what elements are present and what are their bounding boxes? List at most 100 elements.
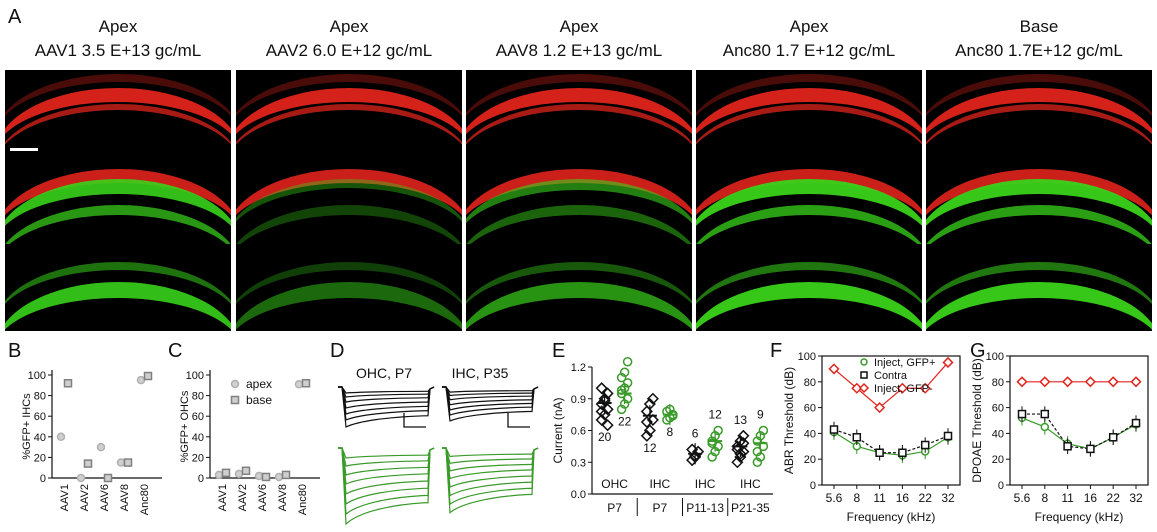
trace	[442, 447, 539, 472]
data-point	[116, 458, 126, 467]
n-label: 22	[618, 414, 632, 428]
column-subtitle: AAV1 3.5 E+13 gc/mL	[34, 41, 202, 60]
x-tick-label: 32	[1129, 491, 1143, 505]
trace	[338, 447, 435, 526]
x-tick-label: AAV6	[99, 484, 111, 511]
age-label: P21-35	[731, 501, 770, 515]
data-point	[898, 448, 907, 457]
micrograph-row-1	[5, 70, 231, 157]
y-tick-label: 0.0	[571, 489, 586, 501]
y-axis-label: DPOAE Threshold (dB)	[970, 358, 984, 483]
y-tick-label: 20	[34, 452, 46, 464]
n-label: 6	[692, 427, 699, 441]
column-title: Apex	[559, 17, 599, 36]
y-axis-label: ABR Threshold (dB)	[782, 367, 796, 474]
n-label: 9	[757, 408, 764, 422]
trace	[338, 447, 435, 476]
x-tick-label: 16	[896, 491, 910, 505]
micrograph-row-1	[926, 70, 1152, 157]
data-point	[595, 382, 608, 395]
panel-letter-b: B	[8, 340, 22, 362]
x-tick-label: AAV2	[79, 484, 91, 511]
data-point	[294, 380, 304, 389]
micrograph-row-2	[5, 157, 231, 244]
ihc-green-traces	[442, 447, 539, 514]
panel-letter-e: E	[552, 340, 566, 362]
data-point	[622, 394, 633, 404]
data-point	[734, 447, 747, 460]
y-tick-label: 1.2	[571, 362, 586, 374]
panel-letter-a: A	[8, 6, 22, 28]
data-point	[646, 392, 659, 405]
column-title: Base	[1019, 17, 1059, 36]
n-label: 8	[667, 425, 674, 439]
panel-b-chart: 0 20 40 60 80 100 %GFP+ IHCs AAV1 AAV2 AAV6 AAV8 An…	[21, 370, 162, 515]
y-tick-label: 80	[992, 377, 1004, 389]
trace	[442, 447, 539, 514]
micrograph-row-1	[696, 70, 922, 157]
data-point	[601, 419, 614, 432]
x-axis-label: Frequency (kHz)	[1035, 510, 1124, 524]
data-point	[214, 470, 224, 480]
data-point	[828, 363, 840, 375]
panel-d-traces: OHC, P7 IHC, P35	[338, 365, 539, 526]
data-point	[1086, 444, 1095, 454]
legend-marker	[860, 371, 868, 379]
series-line	[833, 428, 949, 454]
trace	[442, 386, 539, 422]
data-point	[1040, 409, 1050, 419]
data-point	[1131, 418, 1141, 428]
trace	[442, 447, 539, 480]
micrograph-row-1	[236, 70, 462, 157]
data-point	[281, 470, 291, 480]
legend-label: Inject, GFP-	[874, 383, 933, 395]
n-label: 12	[643, 441, 657, 455]
data-point	[737, 429, 750, 442]
data-point	[874, 402, 886, 414]
y-tick-label: 0	[810, 480, 816, 492]
x-tick-label: 8	[853, 491, 860, 505]
panel-e-chart: 0.0 0.3 0.6 0.9 1.2 Current (nA) OHC P7 20 22 IHC P…	[551, 356, 773, 516]
x-tick-label: 22	[1107, 491, 1121, 505]
x-tick-label: 22	[919, 491, 933, 505]
trace-label-ihc: IHC, P35	[452, 365, 509, 381]
micrograph-row-3	[696, 244, 922, 331]
y-tick-label: 40	[992, 428, 1004, 440]
data-point	[752, 436, 763, 446]
x-tick-label: 32	[941, 491, 955, 505]
x-tick-label: 8	[1041, 491, 1048, 505]
panel-letter-c: C	[168, 340, 183, 362]
x-tick-label: AAV6	[257, 484, 269, 511]
data-point	[241, 466, 251, 476]
cell-type-label: IHC	[695, 477, 716, 491]
legend-marker	[860, 358, 868, 366]
y-axis-label: %GFP+ IHCs	[21, 393, 33, 460]
data-point	[668, 410, 678, 421]
data-point	[919, 382, 931, 394]
x-tick-label: AAV1	[217, 484, 229, 511]
trace	[338, 386, 435, 403]
data-point	[143, 371, 153, 381]
data-point	[301, 378, 311, 388]
y-tick-label: 100	[28, 370, 46, 382]
y-tick-label: 20	[992, 454, 1004, 466]
legend-label: Inject, GFP+	[874, 357, 935, 369]
trace	[442, 447, 539, 497]
x-tick-label: 5.6	[826, 491, 843, 505]
x-axis-label: Frequency (kHz)	[847, 510, 936, 524]
trace-label-ohc: OHC, P7	[356, 365, 412, 381]
panel-letter-g: G	[970, 340, 986, 362]
y-tick-label: 40	[34, 432, 46, 444]
data-point	[76, 473, 86, 483]
y-tick-label: 80	[34, 391, 46, 403]
cell-type-label: OHC	[601, 477, 628, 491]
trace	[442, 386, 539, 416]
trace	[338, 447, 435, 495]
data-point	[103, 473, 113, 483]
cell-type-label: IHC	[740, 477, 761, 491]
data-point	[616, 372, 627, 383]
n-label: 13	[734, 413, 748, 427]
y-tick-label: 60	[192, 411, 204, 423]
